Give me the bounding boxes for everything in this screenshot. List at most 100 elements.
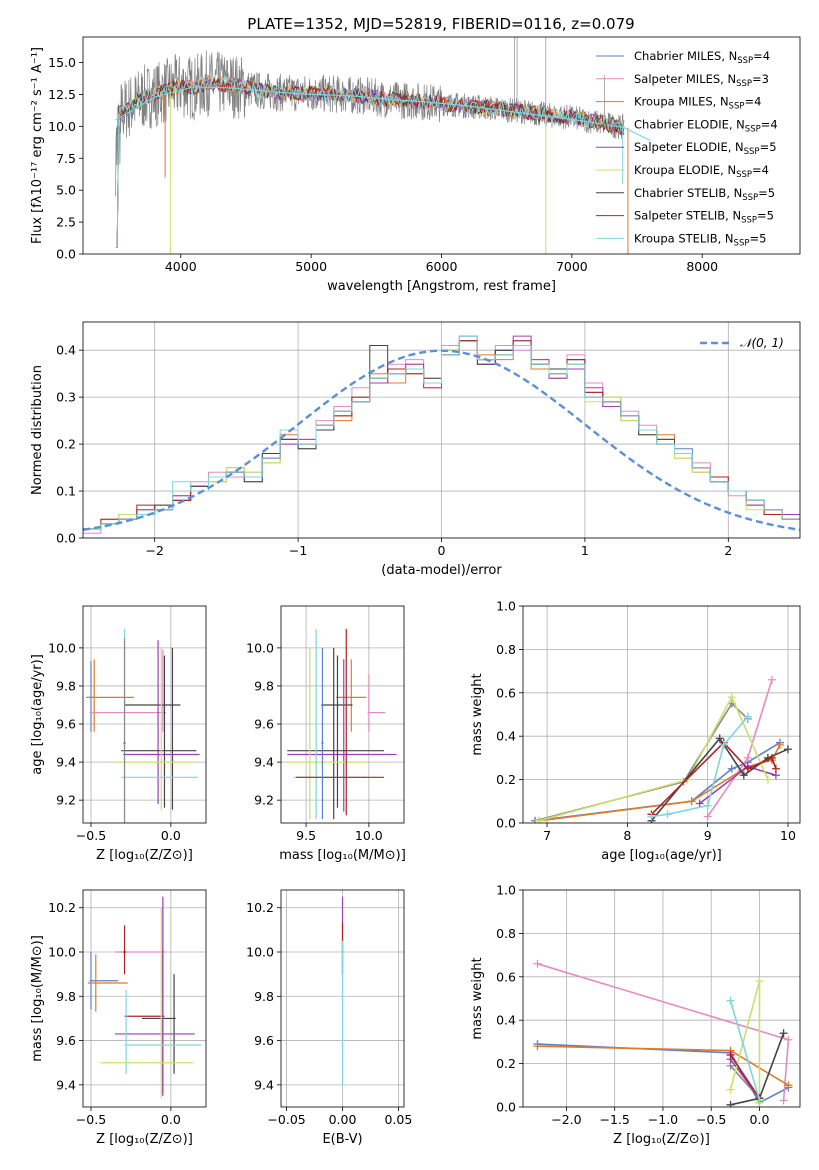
weight-vs-age-frame: [522, 605, 801, 824]
legend-label-count: =4: [744, 95, 761, 109]
legend-label-name: Salpeter ELODIE, N: [634, 140, 744, 154]
residuals-xtick-label: −2: [145, 543, 163, 558]
weight-vs-z-ytick-label: 0.0: [496, 1100, 516, 1115]
spectrum-series-line: [115, 86, 651, 141]
weight-point-marker: [767, 675, 776, 684]
weight-point-marker: [763, 775, 772, 784]
legend-label-name: Chabrier STELIB, N: [634, 186, 742, 200]
weight-vs-z-xtick-label: −0.5: [696, 1112, 726, 1127]
age-vs-z-xtick-label: 0.0: [161, 828, 181, 843]
weight-vs-z-frame: [522, 889, 801, 1108]
weight-vs-age-xtick-label: 8: [623, 828, 631, 843]
legend-label-sub: SSP: [742, 193, 758, 203]
legend-label: Kroupa ELODIE, NSSP=4: [634, 163, 769, 180]
age-vs-mass-xtick-label: 10.0: [355, 828, 383, 843]
spectrum-model-line: [115, 76, 625, 249]
mass-vs-z-panel: −0.5 0.0 9.4 9.6 9.8 10.0 10.2 Z [log₁₀(Z/Z⊙)] m…: [30, 889, 207, 1147]
weight-point-marker: [663, 810, 672, 819]
legend-label-name: Salpeter MILES, N: [634, 72, 736, 86]
spectrum-plot-area: [115, 37, 651, 254]
weight-series-line: [538, 695, 769, 822]
weight-vs-z-xtick-label: −1.5: [600, 1112, 630, 1127]
spectrum-ytick-label: 15.0: [48, 55, 76, 70]
spectrum-ytick-label: 0.0: [56, 247, 76, 262]
spectrum-xtick-label: 6000: [426, 259, 458, 274]
age-vs-z-ylabel: age [log₁₀(age/yr)]: [30, 654, 45, 775]
legend-label-count: =5: [749, 231, 766, 245]
weight-point-marker: [784, 1035, 793, 1044]
mass-vs-ebv-xtick-label: 0.05: [384, 1112, 412, 1127]
age-vs-mass-ytick-label: 9.8: [254, 678, 274, 693]
mass-vs-z-frame: [82, 889, 207, 1108]
legend-label-count: =3: [752, 72, 769, 86]
age-vs-z-ytick-label: 9.6: [56, 717, 76, 732]
weight-vs-z-xtick-label: −2.0: [551, 1112, 581, 1127]
mass-vs-z-xtick-label: 0.0: [161, 1112, 181, 1127]
weight-point-marker: [743, 753, 752, 762]
weight-point-marker: [784, 1081, 793, 1090]
age-vs-mass-panel: 9.5 10.0 9.2 9.4 9.6 9.8 10.0 mass [log₁₀(M/M⊙)…: [246, 605, 406, 863]
weight-point-marker: [726, 1085, 735, 1094]
mass-vs-z-xtick-label: −0.5: [76, 1112, 106, 1127]
spectrum-ytick-label: 5.0: [56, 183, 76, 198]
weight-point-marker: [743, 764, 752, 773]
spectrum-panel: 4000 5000 6000 7000 8000 0.0 2.5 5.0 7.5 10.0 12.5…: [30, 36, 801, 294]
residuals-ytick-label: 0.1: [56, 484, 76, 499]
age-vs-mass-ytick-label: 10.0: [246, 640, 274, 655]
legend-label-sub: SSP: [729, 102, 745, 112]
residuals-xtick-label: 2: [724, 543, 732, 558]
weight-point-marker: [743, 712, 752, 721]
weight-point-marker: [533, 959, 542, 968]
mass-vs-ebv-panel: −0.05 0.00 0.05 9.4 9.6 9.8 10.0 10.2 E(B-V): [246, 889, 412, 1147]
age-vs-z-ytick-label: 9.8: [56, 678, 76, 693]
legend-label: Salpeter MILES, NSSP=3: [634, 72, 769, 89]
histogram-step-line: [83, 335, 800, 538]
weight-vs-age-panel: 7 8 9 10 0.0 0.2 0.4 0.6 0.8 1.0 age [log₁₀(age/yr…: [470, 599, 801, 863]
gaussian-reference-curve: [83, 349, 800, 531]
spectrum-xtick-label: 8000: [686, 259, 718, 274]
mass-vs-ebv-xlabel: E(B-V): [322, 1132, 362, 1147]
legend-label-name: Salpeter STELIB, N: [634, 209, 741, 223]
residuals-panel: −2 −1 0 1 2 0.0 0.1 0.2 0.3 0.4 (data-model)/error…: [30, 321, 801, 578]
age-vs-z-ytick-label: 10.0: [48, 640, 76, 655]
weight-vs-age-ytick-label: 0.0: [496, 816, 516, 831]
weight-vs-age-plot-area: [523, 606, 800, 823]
legend-label: Chabrier ELODIE, NSSP=4: [634, 117, 778, 134]
legend-label-name: Kroupa STELIB, N: [634, 231, 734, 245]
weight-vs-z-ytick-label: 1.0: [496, 883, 516, 898]
age-vs-z-xtick-label: −0.5: [76, 828, 106, 843]
mass-vs-ebv-frame: [280, 889, 405, 1108]
mass-vs-z-ytick-label: 9.8: [56, 989, 76, 1004]
residuals-xtick-label: 1: [581, 543, 589, 558]
weight-point-marker: [703, 801, 712, 810]
age-vs-mass-xtick-label: 9.5: [296, 828, 316, 843]
weight-vs-age-xlabel: age [log₁₀(age/yr)]: [601, 848, 722, 863]
weight-point-marker: [767, 753, 776, 762]
legend-label-sub: SSP: [736, 170, 752, 180]
mass-vs-ebv-ytick-label: 10.2: [246, 900, 274, 915]
age-vs-mass-ytick-label: 9.2: [254, 793, 274, 808]
spectrum-ytick-label: 12.5: [48, 87, 76, 102]
legend-label-name: Kroupa ELODIE, N: [634, 163, 736, 177]
legend-label-gaussian: 𝒩(0, 1): [740, 336, 784, 350]
weight-point-marker: [726, 1050, 735, 1059]
weight-vs-z-xtick-label: 0.0: [750, 1112, 770, 1127]
mass-vs-z-ytick-label: 9.6: [56, 1033, 76, 1048]
weight-vs-age-ytick-label: 0.4: [496, 729, 516, 744]
legend-label-sub: SSP: [736, 79, 752, 89]
age-vs-z-frame: [82, 605, 207, 824]
weight-point-marker: [755, 977, 764, 986]
spectrum-xlabel: wavelength [Angstrom, rest frame]: [327, 279, 556, 294]
legend-label: Salpeter ELODIE, NSSP=5: [634, 140, 777, 157]
spectrum-ytick-label: 10.0: [48, 119, 76, 134]
weight-point-marker: [719, 740, 728, 749]
mass-vs-ebv-xtick-label: 0.00: [329, 1112, 357, 1127]
legend-label-count: =4: [761, 117, 778, 131]
age-vs-z-panel: −0.5 0.0 9.2 9.4 9.6 9.8 10.0 Z [log₁₀(Z/Z⊙)] ag…: [30, 605, 207, 863]
spectrum-ytick-label: 2.5: [56, 215, 76, 230]
legend-label-count: =4: [753, 49, 770, 63]
age-vs-z-ytick-label: 9.4: [56, 755, 76, 770]
weight-point-marker: [779, 1096, 788, 1105]
weight-point-marker: [755, 1096, 764, 1105]
